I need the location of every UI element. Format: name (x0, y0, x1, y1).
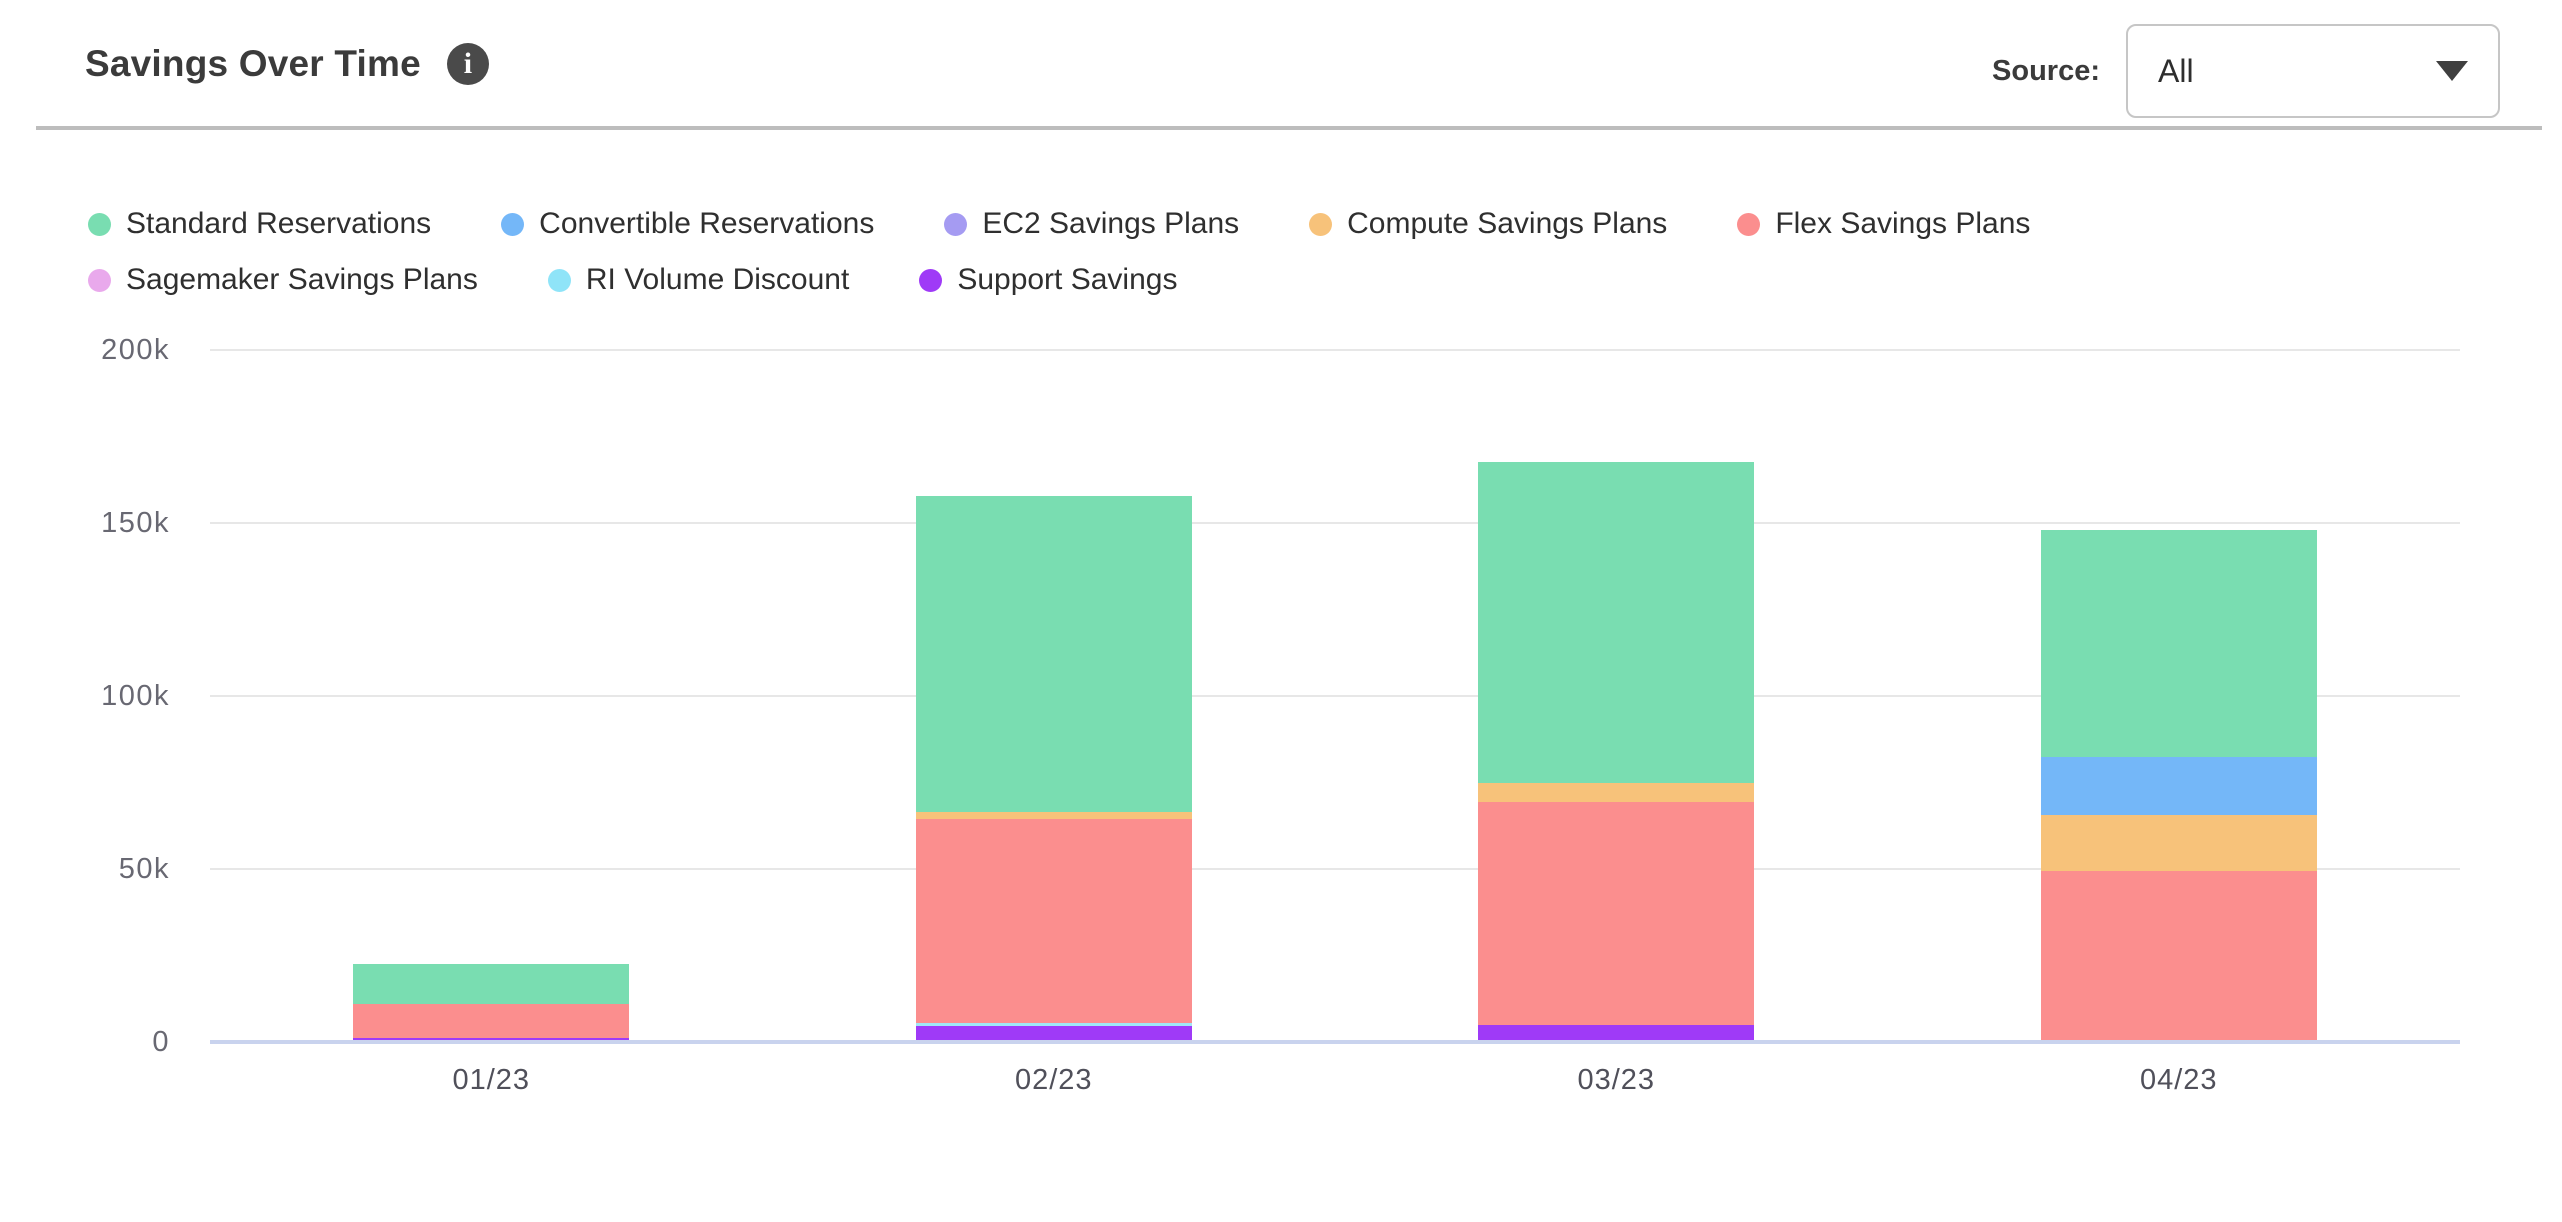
legend-item-label: Sagemaker Savings Plans (126, 263, 478, 296)
legend-dot-icon (547, 268, 571, 292)
x-axis-tick-02-23: 02/23 (1014, 1064, 1093, 1096)
x-axis-tick-01-23: 01/23 (452, 1064, 531, 1096)
legend-item-flex-savings-plans[interactable]: Flex Savings Plans (1737, 196, 2030, 252)
source-dropdown[interactable]: All (2126, 24, 2500, 118)
gridline-150k (210, 522, 2460, 524)
bar-03-23-support-savings[interactable] (1478, 1024, 1755, 1042)
legend-item-label: RI Volume Discount (585, 263, 850, 296)
legend-item-label: Flex Savings Plans (1775, 207, 2031, 240)
chart-legend: Standard Reservations Convertible Reserva… (88, 196, 2238, 308)
source-label: Source: (1992, 54, 2100, 87)
legend-item-label: EC2 Savings Plans (982, 207, 1240, 240)
y-axis-tick-200k: 200k (101, 334, 170, 366)
page-title: Savings Over Time (85, 43, 421, 84)
legend-item-label: Convertible Reservations (539, 207, 875, 240)
source-selected-value: All (2158, 52, 2194, 89)
legend-item-convertible-reservations[interactable]: Convertible Reservations (501, 196, 874, 252)
legend-item-ec2-savings-plans[interactable]: EC2 Savings Plans (944, 196, 1239, 252)
legend-item-sagemaker-savings-plans[interactable]: Sagemaker Savings Plans (88, 252, 478, 308)
legend-item-label: Compute Savings Plans (1347, 207, 1668, 240)
bar-01-23-flex-savings-plans[interactable] (353, 1003, 630, 1038)
legend-item-compute-savings-plans[interactable]: Compute Savings Plans (1309, 196, 1667, 252)
legend-dot-icon (1737, 212, 1761, 236)
bar-02-23-flex-savings-plans[interactable] (915, 819, 1192, 1024)
gridline-100k (210, 695, 2460, 697)
bar-04-23-flex-savings-plans[interactable] (2040, 870, 2317, 1042)
bar-02-23-ri-volume-discount[interactable] (915, 1023, 1192, 1027)
legend-dot-icon (1309, 212, 1333, 236)
bar-04-23-standard-reservations[interactable] (2040, 529, 2317, 757)
legend-item-support-savings[interactable]: Support Savings (919, 252, 1177, 308)
y-axis-tick-100k: 100k (101, 680, 170, 712)
legend-dot-icon (501, 212, 525, 236)
bar-03-23-compute-savings-plans[interactable] (1478, 783, 1755, 802)
y-axis-tick-0: 0 (152, 1026, 170, 1058)
bar-01-23-standard-reservations[interactable] (353, 964, 630, 1004)
legend-dot-icon (88, 268, 111, 292)
chevron-down-icon (2436, 61, 2468, 81)
bar-03-23-flex-savings-plans[interactable] (1478, 801, 1755, 1025)
info-icon[interactable]: i (446, 43, 489, 85)
legend-item-label: Standard Reservations (126, 207, 432, 240)
legend-dot-icon (919, 268, 943, 292)
legend-dot-icon (88, 212, 111, 236)
bar-02-23-support-savings[interactable] (915, 1026, 1192, 1042)
y-axis-tick-50k: 50k (118, 853, 170, 885)
legend-item-ri-volume-discount[interactable]: RI Volume Discount (547, 252, 850, 308)
x-axis-tick-03-23: 03/23 (1577, 1064, 1656, 1096)
legend-dot-icon (944, 212, 968, 236)
header-divider (36, 126, 2542, 130)
bar-03-23-standard-reservations[interactable] (1478, 462, 1755, 784)
x-axis-line (210, 1040, 2460, 1044)
legend-item-label: Support Savings (957, 263, 1178, 296)
bar-01-23-support-savings[interactable] (353, 1037, 630, 1042)
bar-04-23-convertible-reservations[interactable] (2040, 756, 2317, 816)
x-axis-tick-04-23: 04/23 (2139, 1064, 2218, 1096)
widget-header: Savings Over Time i Source: All (0, 0, 2562, 128)
gridline-200k (210, 349, 2460, 351)
title-group: Savings Over Time i (85, 43, 489, 85)
bar-02-23-standard-reservations[interactable] (915, 496, 1192, 813)
bar-02-23-compute-savings-plans[interactable] (915, 812, 1192, 820)
y-axis-tick-150k: 150k (101, 507, 170, 539)
gridline-50k (210, 868, 2460, 870)
legend-item-standard-reservations[interactable]: Standard Reservations (88, 196, 431, 252)
bar-04-23-compute-savings-plans[interactable] (2040, 815, 2317, 871)
source-filter: Source: All (1992, 24, 2500, 118)
